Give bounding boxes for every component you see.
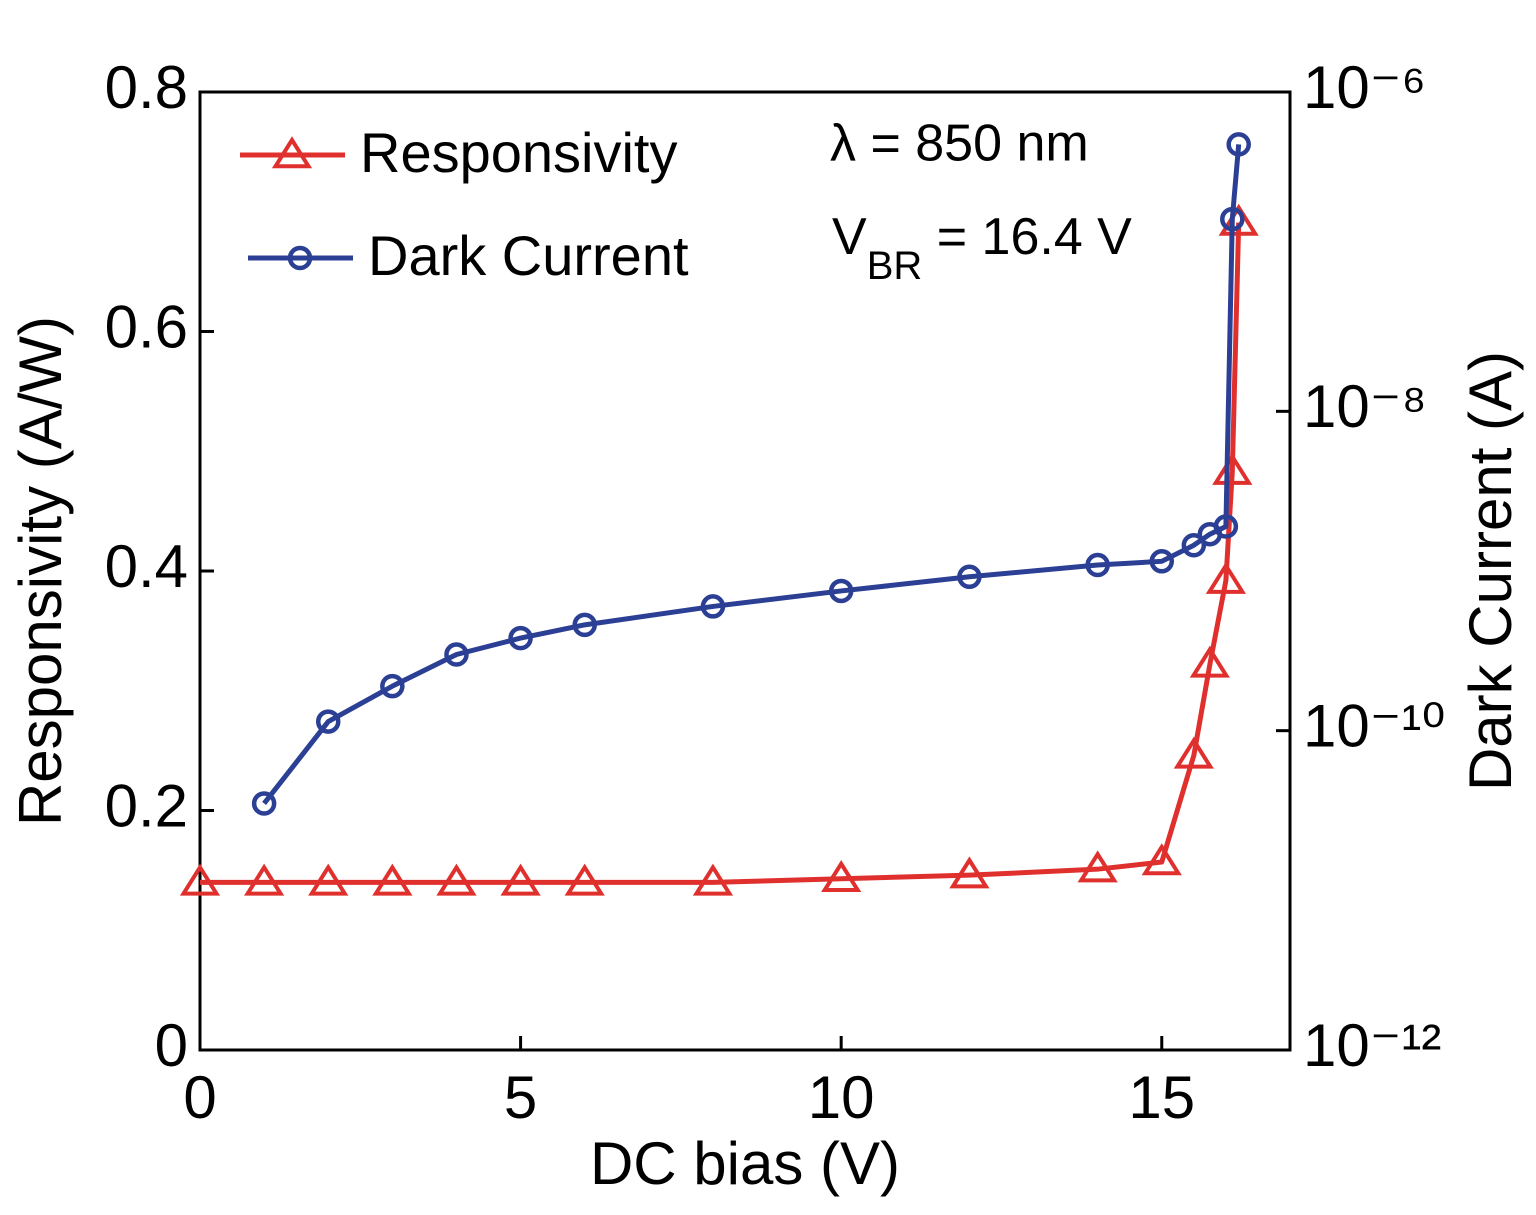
data-point bbox=[508, 625, 533, 651]
y-tick-label: 0.6 bbox=[105, 293, 188, 360]
data-point bbox=[436, 863, 477, 896]
y-tick-label: 0.4 bbox=[105, 533, 188, 600]
data-point bbox=[179, 863, 221, 896]
data-point bbox=[500, 863, 541, 896]
annotation-part: = 16.4 V bbox=[922, 208, 1132, 266]
x-tick-label: 0 bbox=[183, 1064, 216, 1131]
data-point bbox=[380, 673, 405, 699]
y-tick-label: 0 bbox=[155, 1012, 188, 1079]
data-point bbox=[1149, 549, 1175, 574]
data-point bbox=[700, 594, 726, 619]
y2-axis-title: Dark Current (A) bbox=[1457, 351, 1524, 791]
annotation-part: V bbox=[832, 208, 867, 266]
x-tick-label: 10 bbox=[808, 1064, 875, 1131]
data-point bbox=[1173, 736, 1214, 769]
annotation: VBR = 16.4 V bbox=[832, 208, 1132, 288]
series-line bbox=[200, 222, 1242, 885]
x-tick-label: 15 bbox=[1128, 1064, 1195, 1131]
y2-tick-label: 10⁻¹⁰ bbox=[1303, 693, 1445, 760]
y2-tick-label: 10⁻⁸ bbox=[1303, 373, 1427, 440]
data-point bbox=[1141, 843, 1182, 876]
data-point bbox=[372, 863, 413, 896]
y-tick-label: 0.2 bbox=[105, 772, 188, 839]
legend-marker bbox=[287, 245, 313, 271]
data-point bbox=[1220, 206, 1245, 232]
data-point bbox=[828, 578, 854, 604]
data-point bbox=[1226, 132, 1251, 157]
data-point bbox=[1181, 532, 1207, 558]
y2-tick-label: 10⁻¹² bbox=[1303, 1012, 1441, 1079]
annotation: λ = 850 nm bbox=[830, 115, 1089, 173]
x-axis-title: DC bias (V) bbox=[590, 1130, 900, 1197]
data-point bbox=[308, 863, 349, 896]
data-point bbox=[315, 709, 341, 734]
data-point bbox=[821, 859, 862, 893]
data-point bbox=[1189, 645, 1230, 678]
legend-marker bbox=[271, 136, 313, 169]
data-point bbox=[957, 564, 982, 590]
data-point bbox=[692, 863, 734, 896]
data-point bbox=[243, 863, 285, 896]
data-point bbox=[572, 612, 597, 638]
x-tick-label: 5 bbox=[504, 1064, 537, 1131]
data-point bbox=[1213, 514, 1239, 539]
data-point bbox=[444, 642, 469, 667]
legend-label: Responsivity bbox=[360, 121, 677, 184]
legend-label: Dark Current bbox=[368, 224, 689, 287]
y-axis-title: Responsivity (A/W) bbox=[7, 316, 74, 826]
data-point bbox=[1212, 452, 1253, 485]
data-point bbox=[251, 791, 277, 816]
y2-tick-label: 10⁻⁶ bbox=[1303, 54, 1426, 121]
data-point bbox=[949, 856, 990, 889]
y-tick-label: 0.8 bbox=[105, 54, 188, 121]
data-point bbox=[1205, 561, 1247, 594]
data-point bbox=[1085, 552, 1110, 578]
data-point bbox=[564, 863, 605, 896]
data-point bbox=[1077, 850, 1118, 883]
annotation-subscript: BR bbox=[867, 244, 923, 288]
